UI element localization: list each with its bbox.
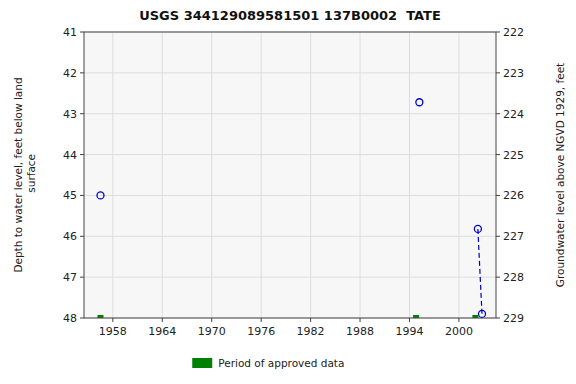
grid-line-x [360, 32, 361, 318]
tick-label-x: 1988 [346, 325, 374, 338]
tick-label-x: 2000 [445, 325, 473, 338]
grid-line-x [409, 32, 410, 318]
tick-mark-x [112, 318, 113, 322]
x-axis: 1958 1964 1970 1976 1982 1988 1994 2000 [99, 318, 473, 338]
tick-label-y2: 222 [503, 26, 524, 39]
y-axis-label-line: surface [25, 154, 37, 196]
tick-label-y2: 226 [503, 189, 524, 202]
title: USGS 344129089581501 137B0002 TATE [139, 8, 441, 23]
y2-axis: 222 223 224 225 226 227 228 229 [496, 26, 524, 325]
tick-label-x: 1970 [198, 325, 226, 338]
tick-mark-x [261, 318, 262, 322]
tick-label-y: 47 [63, 271, 77, 284]
tick-label-y: 43 [63, 108, 77, 121]
grid-line-x [261, 32, 262, 318]
legend: Period of approved data [192, 357, 344, 369]
chart: 1958 1964 1970 1976 1982 1988 1994 2000 41 42 43 44… [0, 0, 576, 384]
tick-label-y: 46 [63, 230, 77, 243]
tick-mark-x [162, 318, 163, 322]
tick-label-x: 1994 [395, 325, 423, 338]
y-axis-label-line: Depth to water level, feet below land [12, 77, 24, 272]
tick-mark-y [80, 236, 84, 237]
grid-line-y [84, 277, 496, 278]
plot-area [84, 32, 496, 318]
y-axis: 41 42 43 44 45 46 47 48 [63, 26, 84, 325]
tick-label-y: 48 [63, 312, 77, 325]
series-line [478, 229, 482, 314]
tick-mark-y [80, 277, 84, 278]
grid-line-x [162, 32, 163, 318]
tick-mark-y [80, 318, 84, 319]
grid-line-y [84, 236, 496, 237]
y-axis-label: Depth to water level, feet below land su… [12, 77, 37, 272]
tick-mark-x [211, 318, 212, 322]
tick-mark-y2 [496, 195, 500, 196]
point-circle [416, 99, 423, 106]
legend-swatch [192, 358, 212, 368]
tick-mark-x [360, 318, 361, 322]
tick-label-y2: 225 [503, 149, 524, 162]
tick-mark-y [80, 32, 84, 33]
plot-frame [84, 32, 496, 318]
tick-label-y: 41 [63, 26, 77, 39]
tick-mark-y [80, 154, 84, 155]
tick-label-y2: 228 [503, 271, 524, 284]
tick-mark-y [80, 72, 84, 73]
legend-label: Period of approved data [218, 357, 344, 369]
tick-label-y2: 227 [503, 230, 524, 243]
tick-label-y: 44 [63, 149, 77, 162]
grid-line-x [112, 32, 113, 318]
tick-mark-y2 [496, 277, 500, 278]
point-circle [97, 192, 104, 199]
plot-marks [97, 99, 486, 318]
tick-mark-y2 [496, 236, 500, 237]
grid-line-y [84, 113, 496, 114]
tick-label-x: 1964 [148, 325, 176, 338]
tick-label-y: 42 [63, 67, 77, 80]
tick-mark-y2 [496, 154, 500, 155]
tick-label-x: 1976 [247, 325, 275, 338]
grid-line-y [84, 154, 496, 155]
tick-mark-y [80, 113, 84, 114]
tick-mark-y [80, 195, 84, 196]
y2-axis-label: Groundwater level above NGVD 1929, feet [554, 63, 566, 287]
tick-mark-x [409, 318, 410, 322]
tick-mark-y2 [496, 32, 500, 33]
tick-label-y2: 229 [503, 312, 524, 325]
grid-line-x [310, 32, 311, 318]
tick-mark-x [310, 318, 311, 322]
grid-line-y [84, 195, 496, 196]
grid-line-y [84, 72, 496, 73]
tick-label-x: 1958 [99, 325, 127, 338]
grid-line-x [458, 32, 459, 318]
tick-label-y2: 224 [503, 108, 524, 121]
tick-mark-y2 [496, 318, 500, 319]
tick-label-x: 1982 [297, 325, 325, 338]
tick-label-y2: 223 [503, 67, 524, 80]
grid-line-x [211, 32, 212, 318]
tick-mark-x [458, 318, 459, 322]
tick-mark-y2 [496, 72, 500, 73]
grid [84, 32, 496, 318]
tick-label-y: 45 [63, 189, 77, 202]
tick-mark-y2 [496, 113, 500, 114]
